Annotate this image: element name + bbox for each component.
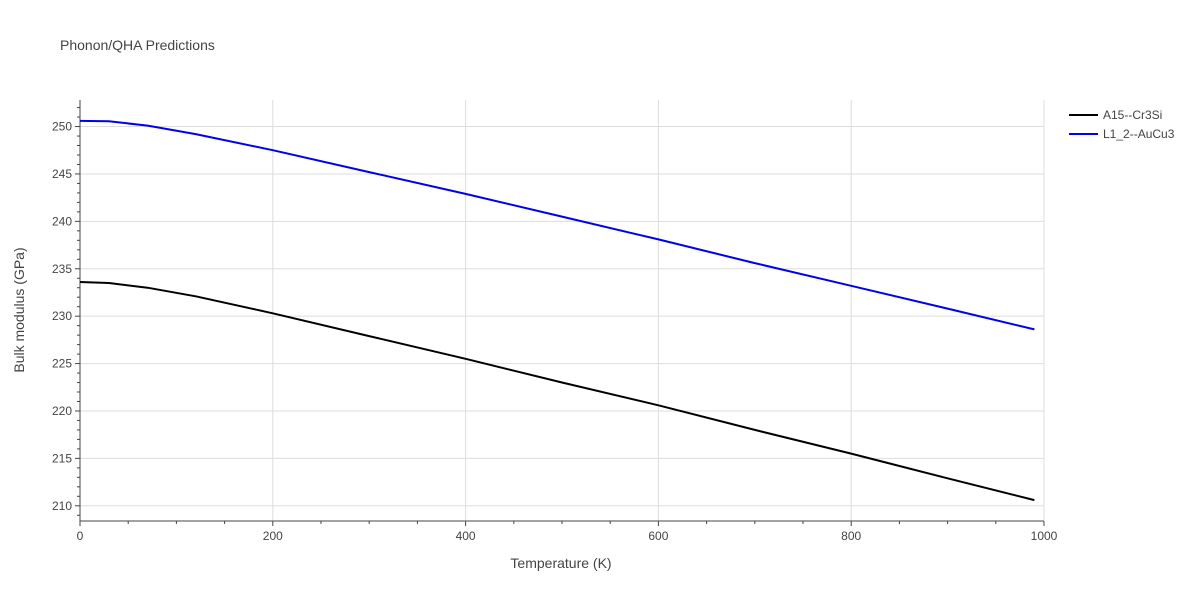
x-tick-label: 400 [456,529,476,543]
x-tick-label: 0 [77,529,84,543]
legend-label: A15--Cr3Si [1103,108,1162,122]
legend-item-2[interactable]: L1_2--AuCu3 [1069,127,1175,141]
series-layer [79,119,1035,502]
chart-title: Phonon/QHA Predictions [60,37,215,53]
x-tick-label: 600 [648,529,668,543]
grid [80,100,1045,520]
legend[interactable]: A15--Cr3Si L1_2--AuCu3 [1069,108,1175,141]
x-tick-label: 800 [841,529,861,543]
y-tick-label: 220 [52,404,72,418]
x-tick-label: 200 [263,529,283,543]
y-tick-label: 250 [52,120,72,134]
legend-item-1[interactable]: A15--Cr3Si [1069,108,1162,122]
y-tick-label: 215 [52,451,72,465]
axes: 0 200 400 600 800 1000 210 215 220 225 230 235 240 24… [52,100,1058,543]
y-tick-label: 210 [52,499,72,513]
y-tick-label: 225 [52,357,72,371]
series-line-1 [79,281,1035,502]
y-tick-label: 230 [52,309,72,323]
y-tick-label: 235 [52,262,72,276]
x-axis-title: Temperature (K) [510,555,611,571]
legend-label: L1_2--AuCu3 [1103,127,1175,141]
y-axis-title: Bulk modulus (GPa) [11,247,27,372]
y-tick-label: 240 [52,214,72,228]
x-tick-label: 1000 [1031,529,1058,543]
series-line-2 [79,119,1035,331]
y-tick-label: 245 [52,167,72,181]
